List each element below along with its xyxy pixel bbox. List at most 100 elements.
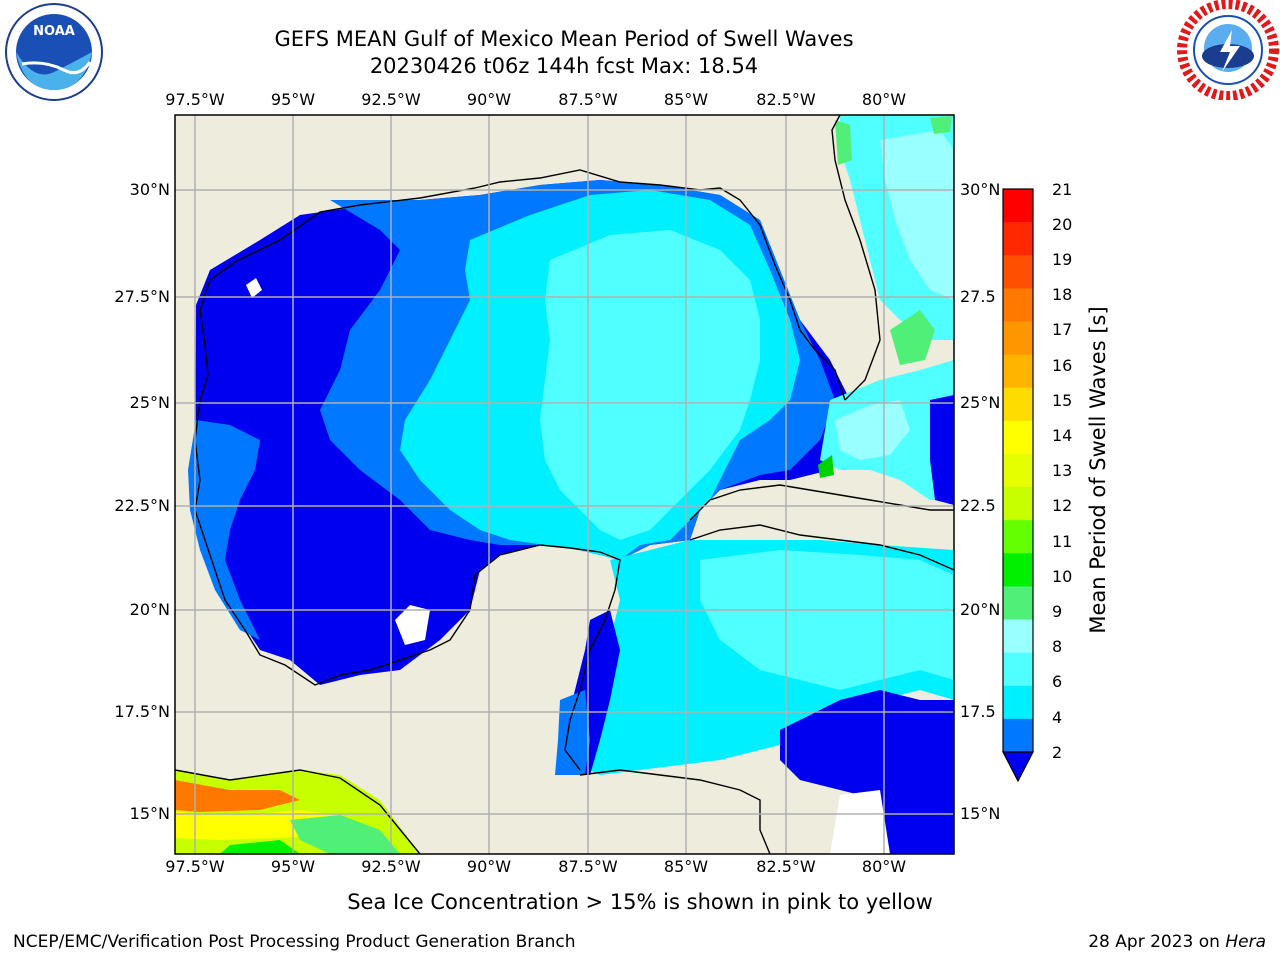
colorbar-segment <box>1003 652 1033 687</box>
x-tick-label: 97.5°W <box>165 90 225 109</box>
straits-green-patch-2 <box>818 455 834 478</box>
x-tick-label: 97.5°W <box>165 857 225 876</box>
cuba-south-coastline <box>689 524 954 571</box>
florida-east-coastline <box>831 115 881 401</box>
cuba-coastline <box>689 484 954 521</box>
colorbar-extend-arrow <box>1002 751 1034 783</box>
y-tick-label: 22.5°N <box>114 496 170 515</box>
footer-host: Hera <box>1225 932 1266 952</box>
colorbar-tick-label: 4 <box>1052 708 1063 727</box>
footer-date-text: 28 Apr 2023 on <box>1088 932 1226 952</box>
pacific-green-dark <box>220 840 300 854</box>
no-data-patch <box>830 790 890 854</box>
x-tick-label: 92.5°W <box>361 857 421 876</box>
colorbar <box>1000 185 1050 789</box>
colorbar-tick-label: 18 <box>1052 285 1073 304</box>
x-tick-label: 82.5°W <box>756 90 816 109</box>
x-tick-label: 95°W <box>270 857 316 876</box>
caribbean-south-deep <box>780 690 954 854</box>
central-america-coastline <box>579 769 771 854</box>
footer-credit: NCEP/EMC/Verification Post Processing Pr… <box>13 932 576 952</box>
colorbar-tick-label: 15 <box>1052 391 1073 410</box>
y-tick-label: 20°N <box>129 600 170 619</box>
x-tick-label: 90°W <box>466 90 512 109</box>
colorbar-segment <box>1003 685 1033 720</box>
us-gulf-coastline <box>199 169 846 401</box>
gulf-band-6-8 <box>540 230 760 540</box>
colorbar-label: Mean Period of Swell Waves [s] <box>1086 306 1110 634</box>
noaa-logo: NOAA <box>4 2 104 106</box>
pacific-orange <box>175 780 300 812</box>
footer-date: 28 Apr 2023 on Hera <box>1088 932 1266 952</box>
x-tick-label: 85°W <box>663 90 709 109</box>
colorbar-segment <box>1003 189 1033 223</box>
colorbar-tick-label: 9 <box>1052 602 1063 621</box>
colorbar-segment <box>1003 222 1033 256</box>
caribbean-band-6-8 <box>700 550 954 690</box>
colorbar-tick-label: 8 <box>1052 637 1063 656</box>
no-data-patch <box>395 605 430 645</box>
colorbar-segment <box>1003 387 1033 422</box>
y-tick-label: 27.5 <box>960 287 996 306</box>
x-tick-label: 80°W <box>861 90 907 109</box>
graticule <box>175 115 954 854</box>
straits-green-patch <box>890 310 935 365</box>
y-tick-label: 22.5 <box>960 496 996 515</box>
map-svg <box>174 114 955 855</box>
colorbar-tick-label: 12 <box>1052 496 1073 515</box>
atlantic-green-patch <box>835 120 852 165</box>
no-data-patch <box>246 278 262 298</box>
map-panel <box>174 114 955 859</box>
colorbar-tick-label: 19 <box>1052 250 1073 269</box>
x-tick-label: 90°W <box>466 857 512 876</box>
y-tick-label: 17.5°N <box>114 702 170 721</box>
sea-ice-note-text: Sea Ice Concentration > 15% is shown in … <box>347 890 933 914</box>
y-tick-label: 25°N <box>129 393 170 412</box>
y-tick-label: 17.5 <box>960 702 996 721</box>
colorbar-tick-label: 16 <box>1052 356 1073 375</box>
straits-band-8-9 <box>835 400 910 460</box>
y-tick-label: 15°N <box>129 804 170 823</box>
pacific-coastline <box>175 769 421 854</box>
colorbar-segment <box>1003 453 1033 488</box>
gulf-west-band <box>188 420 260 640</box>
nws-logo <box>1176 0 1280 104</box>
colorbar-tick-label: 13 <box>1052 461 1073 480</box>
map-frame <box>174 114 955 855</box>
colorbar-segment <box>1003 619 1033 654</box>
y-tick-label: 30°N <box>129 180 170 199</box>
atlantic-band-8-9 <box>880 130 954 300</box>
atlantic-green-patch-2 <box>930 116 952 134</box>
chart-title-line2: 20230426 t06z 144h fcst Max: 18.54 <box>369 54 759 78</box>
y-tick-label: 27.5°N <box>114 287 170 306</box>
x-tick-label: 85°W <box>663 857 709 876</box>
colorbar-tick-label: 20 <box>1052 215 1073 234</box>
x-tick-label: 87.5°W <box>558 857 618 876</box>
colorbar-segment <box>1003 255 1033 289</box>
x-tick-label: 95°W <box>270 90 316 109</box>
colorbar-tick-label: 6 <box>1052 672 1063 691</box>
pacific-green <box>290 815 400 854</box>
colorbar-segment <box>1003 487 1033 521</box>
sea-ice-note: Sea Ice Concentration > 15% is shown in … <box>0 890 1280 914</box>
colorbar-segment <box>1003 718 1033 753</box>
colorbar-tick-label: 2 <box>1052 743 1063 762</box>
colorbar-tick-label: 17 <box>1052 320 1073 339</box>
y-tick-label: 30°N <box>960 180 1001 199</box>
colorbar-segment <box>1003 586 1033 621</box>
caribbean-west-mid <box>555 690 590 775</box>
x-tick-label: 82.5°W <box>756 857 816 876</box>
chart-title-line1: GEFS MEAN Gulf of Mexico Mean Period of … <box>274 27 854 51</box>
colorbar-segment <box>1003 288 1033 322</box>
colorbar-tick-label: 10 <box>1052 567 1073 586</box>
x-tick-label: 87.5°W <box>558 90 618 109</box>
x-tick-label: 80°W <box>861 857 907 876</box>
colorbar-tick-label: 21 <box>1052 180 1073 199</box>
straits-dark-patch <box>930 395 954 505</box>
colorbar-segment <box>1003 520 1033 554</box>
y-tick-label: 20°N <box>960 600 1001 619</box>
colorbar-svg <box>1002 188 1034 783</box>
colorbar-segment <box>1003 321 1033 356</box>
colorbar-segment <box>1003 553 1033 587</box>
colorbar-tick-label: 11 <box>1052 532 1073 551</box>
